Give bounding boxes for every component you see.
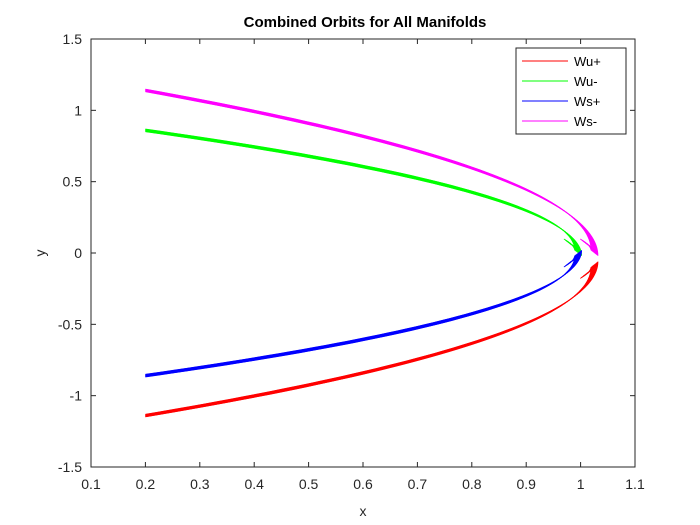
legend-label: Wu- — [574, 74, 598, 89]
y-tick-label: 1 — [74, 102, 82, 118]
x-tick-label: 0.3 — [190, 476, 210, 492]
x-tick-label: 0.9 — [516, 476, 536, 492]
y-tick-label: -1 — [70, 388, 83, 404]
legend-entry: Wu- — [522, 74, 598, 89]
legend-entry: Ws+ — [522, 94, 600, 109]
legend-label: Ws- — [574, 114, 597, 129]
series-layer — [145, 88, 599, 418]
legend-entry: Wu+ — [522, 54, 601, 69]
x-tick-label: 0.7 — [408, 476, 428, 492]
x-tick-label: 0.8 — [462, 476, 482, 492]
x-tick-label: 1 — [577, 476, 585, 492]
series-2 — [145, 128, 583, 256]
legend-label: Ws+ — [574, 94, 600, 109]
y-tick-label: 1.5 — [63, 31, 83, 47]
x-tick-label: 0.4 — [244, 476, 264, 492]
orbit-line — [145, 255, 576, 378]
orbit-line — [145, 128, 576, 251]
y-tick-label: -1.5 — [58, 459, 82, 475]
y-tick-label: 0.5 — [63, 174, 83, 190]
x-tick-label: 0.6 — [353, 476, 373, 492]
orbit-line — [145, 266, 592, 418]
y-tick-label: 0 — [74, 245, 82, 261]
y-tick-label: -0.5 — [58, 316, 82, 332]
series-3 — [145, 250, 583, 378]
legend: Wu+ Wu- Ws+ Ws- — [515, 47, 627, 135]
x-tick-label: 0.2 — [136, 476, 156, 492]
x-tick-label: 1.1 — [625, 476, 645, 492]
legend-entry: Ws- — [522, 114, 597, 129]
x-axis-label: x — [360, 503, 367, 519]
x-tick-label: 0.5 — [299, 476, 319, 492]
series-1 — [145, 261, 599, 418]
orbit-line — [145, 88, 592, 251]
chart-title: Combined Orbits for All Manifolds — [244, 14, 487, 31]
legend-label: Wu+ — [574, 54, 601, 69]
y-axis-label: y — [32, 250, 48, 257]
legend-box — [515, 47, 627, 135]
x-tick-label: 0.1 — [81, 476, 101, 492]
axes-layer: 0.1 0.2 0.3 0.4 0.5 0.6 0.7 0.8 0.9 1 1.1 -1.5 -1 -0.… — [58, 31, 645, 492]
series-4 — [145, 88, 599, 256]
